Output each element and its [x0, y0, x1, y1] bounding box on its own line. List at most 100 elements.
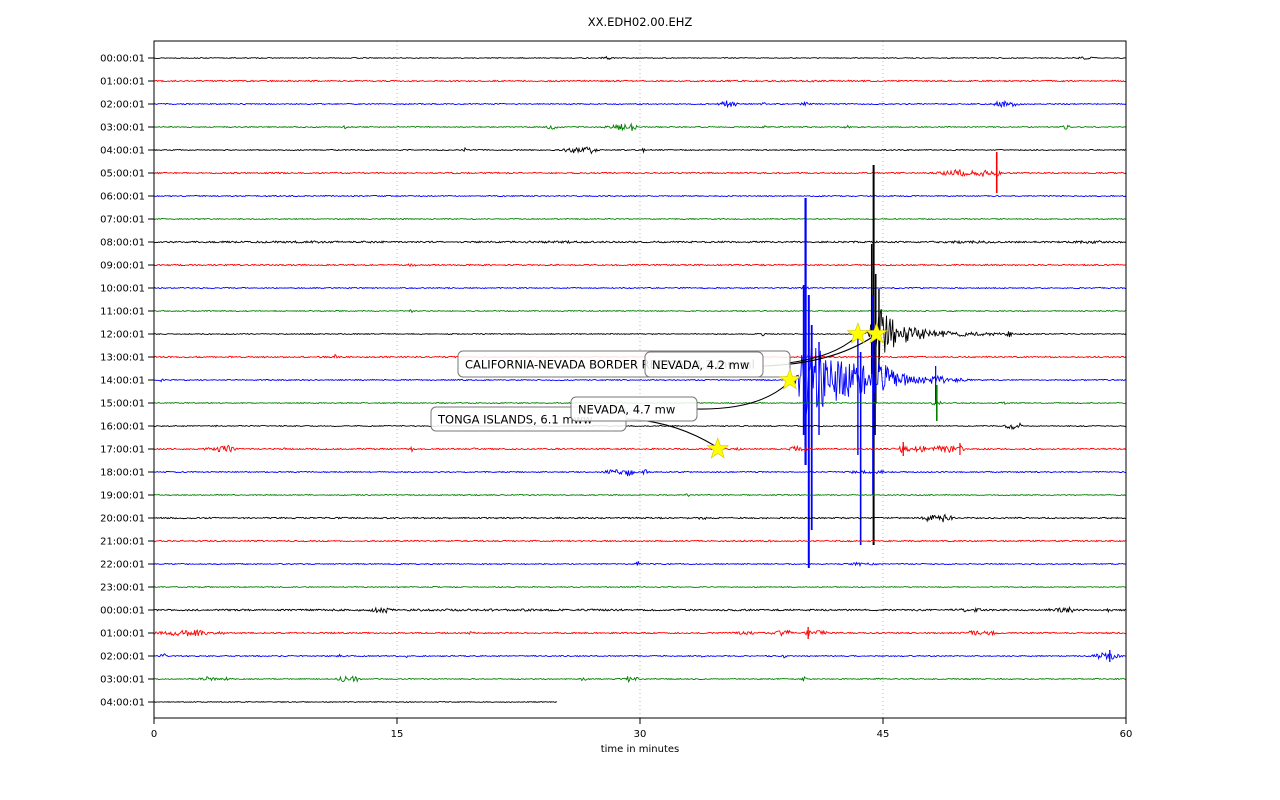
- event-leader-line: [625, 418, 716, 447]
- waveform-polyline: [153, 146, 1127, 155]
- x-axis-title: time in minutes: [601, 744, 680, 755]
- x-tick-label: 0: [151, 729, 157, 740]
- trace-row: [154, 198, 1127, 568]
- event-star-icon: [865, 322, 888, 344]
- y-tick-label: 14:00:01: [100, 376, 145, 387]
- trace-row: [153, 650, 1127, 662]
- event-label-text: NEVADA, 4.7 mw: [578, 403, 675, 417]
- waveform-polyline: [153, 701, 558, 704]
- waveform-polyline: [153, 309, 1127, 360]
- trace-row: [154, 422, 1127, 431]
- event-label-text: TONGA ISLANDS, 6.1 mww: [437, 413, 592, 427]
- x-tick-label: 60: [1120, 729, 1133, 740]
- trace-row: [153, 701, 558, 704]
- y-tick-label: 06:00:01: [100, 192, 145, 203]
- x-tick-label: 15: [391, 729, 404, 740]
- trace-row: [153, 585, 1127, 589]
- waveform-polyline: [153, 513, 1127, 523]
- event-label-box: [570, 396, 698, 422]
- waveform-polyline: [153, 55, 1126, 61]
- axes: 00:00:01 01:00:01 02:00:01 03:00:01 04:00:01…: [100, 40, 1133, 740]
- y-tick-label: 04:00:01: [100, 146, 145, 157]
- waveform-polyline: [153, 651, 1127, 661]
- waveform-polyline: [153, 675, 1126, 683]
- waveform-polyline: [153, 263, 1127, 267]
- event-annotations: CALIFORNIA-NEVADA BORDER REGION, 4.2 mw …: [430, 322, 888, 459]
- trace-row: [153, 100, 1127, 109]
- waveform-polyline: [153, 168, 1127, 178]
- y-tick-label: 12:00:01: [100, 330, 145, 341]
- waveform-polyline: [154, 346, 1127, 415]
- waveform-polyline: [153, 194, 1127, 198]
- event-label-text: NEVADA, 4.2 mw: [652, 358, 749, 372]
- event-label-box: [644, 351, 764, 378]
- grid-lines: [396, 41, 884, 718]
- waveform-polyline: [153, 561, 1127, 568]
- trace-row: [153, 285, 1126, 291]
- y-tick-label: 03:00:01: [100, 675, 145, 686]
- trace-row: [153, 469, 1127, 477]
- y-tick-label: 21:00:01: [100, 537, 145, 548]
- trace-row: [153, 627, 1127, 639]
- trace-row: [153, 513, 1127, 523]
- y-tick-label: 00:00:01: [100, 606, 145, 617]
- y-tick-label: 16:00:01: [100, 422, 145, 433]
- trace-row: [153, 122, 1127, 132]
- waveform-polyline: [154, 79, 1126, 83]
- trace-row: [154, 217, 1127, 221]
- event-leader-line: [696, 383, 788, 410]
- trace-row: [153, 146, 1127, 155]
- trace-row: [153, 309, 1127, 314]
- y-tick-label: 02:00:01: [100, 652, 145, 663]
- event-star-icon: [778, 368, 802, 390]
- y-tick-label: 13:00:01: [100, 353, 145, 364]
- waveform-polyline: [153, 285, 1126, 291]
- y-tick-label: 22:00:01: [100, 560, 145, 571]
- waveform-polyline: [154, 422, 1127, 431]
- waveform-polyline: [153, 122, 1127, 132]
- y-tick-label: 23:00:01: [100, 583, 145, 594]
- trace-row: [153, 539, 1127, 543]
- trace-row: [153, 263, 1127, 267]
- event-star-icon: [706, 437, 730, 459]
- waveform-polyline: [153, 100, 1127, 109]
- waveform-polyline: [153, 444, 1127, 454]
- trace-row: [153, 239, 1127, 245]
- y-tick-label: 10:00:01: [100, 284, 145, 295]
- y-tick-label: 01:00:01: [100, 629, 145, 640]
- waveform-polyline: [153, 239, 1127, 245]
- plot-title: XX.EDH02.00.EHZ: [588, 15, 693, 29]
- event-label-nevada47: NEVADA, 4.7 mw: [570, 396, 698, 422]
- trace-row: [153, 55, 1126, 61]
- waveform-polyline: [153, 493, 1127, 497]
- y-tick-label: 19:00:01: [100, 491, 145, 502]
- trace-row: [153, 605, 1127, 614]
- y-tick-label: 00:00:01: [100, 54, 145, 65]
- y-tick-label: 08:00:01: [100, 238, 145, 249]
- y-tick-label: 17:00:01: [100, 445, 145, 456]
- y-tick-label: 15:00:01: [100, 399, 145, 410]
- y-tick-label: 20:00:01: [100, 514, 145, 525]
- waveform-traces: [153, 55, 1127, 704]
- y-tick-label: 04:00:01: [100, 698, 145, 709]
- trace-row: [153, 194, 1127, 198]
- trace-row: [153, 493, 1127, 497]
- x-tick-label: 45: [877, 729, 890, 740]
- waveform-polyline: [153, 585, 1127, 589]
- y-tick-label: 11:00:01: [100, 307, 145, 318]
- trace-row: [153, 675, 1126, 683]
- y-tick-label: 18:00:01: [100, 468, 145, 479]
- y-tick-label: 01:00:01: [100, 77, 145, 88]
- y-tick-label: 05:00:01: [100, 169, 145, 180]
- trace-row: [153, 561, 1127, 568]
- trace-row: [153, 152, 1127, 193]
- trace-row: [154, 79, 1126, 83]
- event-leader-line: [787, 336, 857, 364]
- waveform-polyline: [153, 309, 1127, 314]
- waveform-polyline: [153, 629, 1127, 637]
- y-tick-label: 09:00:01: [100, 261, 145, 272]
- y-tick-label: 07:00:01: [100, 215, 145, 226]
- waveform-polyline: [154, 217, 1127, 221]
